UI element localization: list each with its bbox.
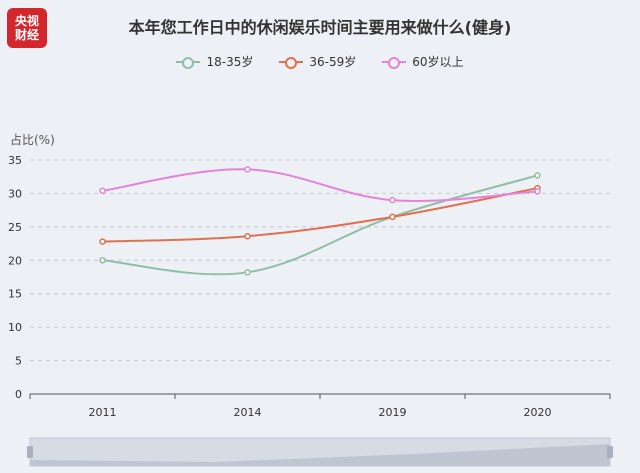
legend-label-60plus: 60岁以上 <box>412 55 464 69</box>
y-tick-label: 0 <box>15 388 22 401</box>
logo-line-1: 央视 <box>14 14 39 28</box>
data-point[interactable] <box>244 232 251 240</box>
data-point[interactable] <box>389 213 396 221</box>
y-tick-label: 30 <box>8 187 22 200</box>
data-zoom-slider[interactable] <box>27 437 613 467</box>
legend-marker-60plus <box>382 56 407 69</box>
y-tick-label: 25 <box>8 221 22 234</box>
axis-layer: 0 5 10 15 20 25 30 35 2011 2014 2019 2020 <box>8 154 611 419</box>
series-line-1[interactable] <box>102 187 538 243</box>
data-point[interactable] <box>389 196 396 204</box>
x-tick-label: 2020 <box>524 406 552 419</box>
data-point[interactable] <box>534 188 541 195</box>
zoom-preview-area <box>30 444 610 466</box>
chart-title: 本年您工作日中的休闲娱乐时间主要用来做什么(健身) <box>128 18 512 37</box>
x-tick-label: 2019 <box>379 406 407 419</box>
data-point[interactable] <box>99 257 106 264</box>
legend-item-36-59[interactable]: 36-59岁 <box>279 53 356 70</box>
x-tick-label: 2011 <box>89 406 117 419</box>
series-line-2[interactable] <box>102 168 538 202</box>
data-point[interactable] <box>244 269 251 276</box>
y-tick-label: 15 <box>8 288 22 301</box>
y-tick-label: 35 <box>8 154 22 167</box>
zoom-handle[interactable] <box>27 446 33 458</box>
legend-marker-18-35 <box>176 56 201 69</box>
legend-marker-36-59 <box>279 56 304 69</box>
legend-item-18-35[interactable]: 18-35岁 <box>176 53 253 70</box>
legend-label-36-59: 36-59岁 <box>309 55 357 69</box>
data-point[interactable] <box>99 187 106 195</box>
y-tick-label: 20 <box>8 254 22 267</box>
legend-label-18-35: 18-35岁 <box>206 55 254 69</box>
data-point[interactable] <box>99 238 106 245</box>
y-tick-label: 5 <box>15 355 22 368</box>
y-tick-label: 10 <box>8 321 22 334</box>
x-tick-label: 2014 <box>234 406 262 419</box>
brand-logo: 央视 财经 <box>7 8 47 48</box>
data-point[interactable] <box>534 172 541 179</box>
zoom-handle[interactable] <box>607 446 613 458</box>
legend-item-60plus[interactable]: 60岁以上 <box>382 53 464 70</box>
y-axis-label: 占比(%) <box>10 133 55 147</box>
logo-line-2: 财经 <box>14 28 39 42</box>
series-layer <box>99 166 541 276</box>
chart-legend: 18-35岁 36-59岁 60岁以上 <box>0 53 640 70</box>
data-point[interactable] <box>244 166 251 173</box>
series-line-0[interactable] <box>102 174 538 276</box>
